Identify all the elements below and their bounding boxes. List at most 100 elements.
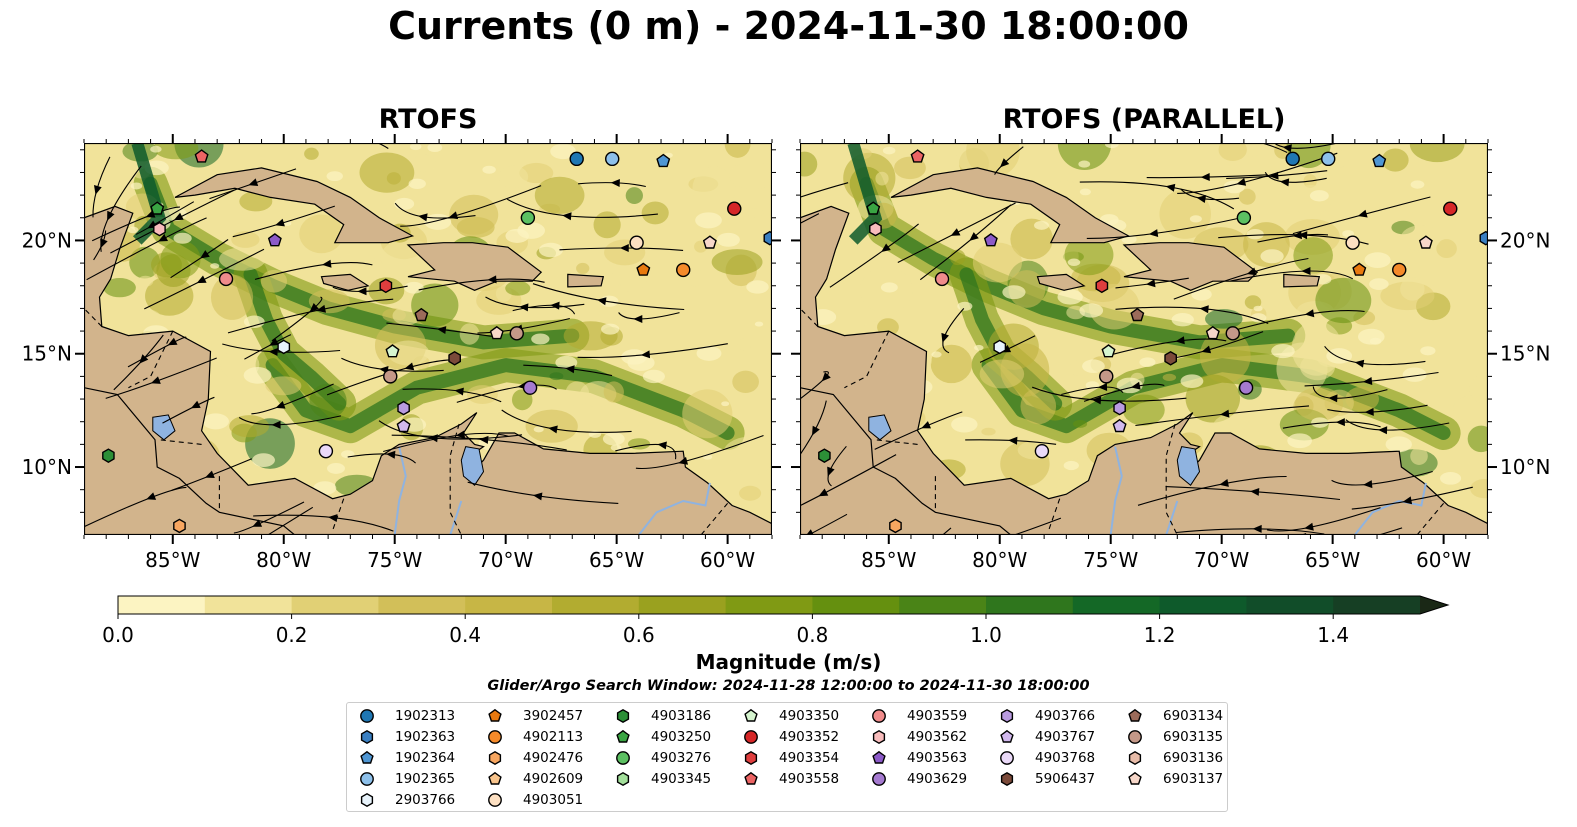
hexagon-marker-icon	[744, 750, 758, 766]
platform-marker-4903558	[910, 149, 925, 163]
circle-marker-icon	[616, 751, 630, 765]
figure-title: Currents (0 m) - 2024-11-30 18:00:00	[388, 4, 1189, 48]
platform-marker-1902363	[763, 230, 772, 246]
platform-marker-1902363	[1479, 230, 1488, 246]
y-tick-label: 15°N	[1500, 342, 1550, 366]
platform-marker-1902365	[605, 151, 620, 167]
platform-marker-4903186	[818, 448, 831, 464]
colorbar-tick-label: 0.6	[623, 623, 655, 647]
platform-marker-5906437	[448, 350, 461, 366]
map-content	[84, 143, 772, 535]
platform-marker-4903767	[1112, 418, 1127, 433]
legend-label: 4903768	[1035, 750, 1096, 766]
circle-marker-icon	[1128, 730, 1142, 744]
panel-title-rtofs: RTOFS	[378, 104, 478, 135]
legend-label: 4903186	[651, 708, 712, 724]
hexagon-marker-icon	[1128, 750, 1142, 766]
platform-marker-4903562	[153, 221, 166, 237]
legend-label: 4903051	[523, 792, 584, 808]
platform-marker-4903767	[396, 418, 411, 433]
platform-marker-4903352	[1443, 201, 1458, 216]
platform-marker-6903137	[1205, 325, 1220, 340]
platform-marker-1902365	[1321, 151, 1336, 167]
x-tick-label: 65°W	[1305, 548, 1360, 572]
platform-marker-4903250	[150, 201, 165, 215]
platform-marker-4902476	[889, 518, 902, 534]
colorbar-tick-label: 0.2	[276, 623, 308, 647]
legend-label: 6903136	[1163, 750, 1224, 766]
legend-label: 4903559	[907, 708, 968, 724]
circle-marker-icon	[488, 730, 502, 744]
circle-marker-icon	[1000, 751, 1014, 765]
platform-marker-4903559	[934, 271, 950, 287]
circle-marker-icon	[488, 793, 502, 807]
x-tick-label: 80°W	[256, 548, 311, 572]
platform-marker-6903135	[383, 369, 398, 384]
platform-marker-4903629	[1238, 380, 1254, 395]
legend-label: 4903766	[1035, 708, 1096, 724]
pentagon-marker-icon	[1128, 708, 1142, 722]
platform-marker-2903766	[277, 339, 291, 355]
platform-marker-4903250	[866, 201, 881, 215]
colorbar-tick-label: 1.2	[1144, 623, 1176, 647]
platform-marker-6903135	[1099, 369, 1114, 384]
legend-label: 6903135	[1163, 729, 1224, 745]
x-tick-label: 80°W	[972, 548, 1027, 572]
legend-label: 4903276	[651, 750, 712, 766]
x-tick-label: 70°W	[478, 548, 533, 572]
legend-label: 6903134	[1163, 708, 1224, 724]
platform-marker-4902113	[1392, 262, 1407, 278]
platform-marker-2903766	[993, 339, 1007, 355]
colorbar-tick-label: 0.0	[102, 623, 134, 647]
circle-marker-icon	[360, 772, 374, 786]
platform-marker-4903766	[397, 400, 410, 416]
platform-marker-4903768	[318, 443, 334, 459]
legend-label: 4902476	[523, 750, 584, 766]
pentagon-marker-icon	[1128, 771, 1142, 785]
map-panel-rtofs	[84, 143, 772, 535]
pentagon-marker-icon	[744, 708, 758, 722]
x-tick-label: 75°W	[367, 548, 422, 572]
x-tick-label: 75°W	[1083, 548, 1138, 572]
platform-marker-4903276	[520, 210, 536, 225]
circle-marker-icon	[744, 730, 758, 744]
hexagon-marker-icon	[616, 771, 630, 787]
hexagon-marker-icon	[360, 792, 374, 808]
panel-title-rtofs-parallel: RTOFS (PARALLEL)	[1002, 104, 1286, 135]
hexagon-marker-icon	[488, 750, 502, 766]
circle-marker-icon	[872, 772, 886, 786]
legend-label: 4902609	[523, 771, 584, 787]
pentagon-marker-icon	[744, 771, 758, 785]
hexagon-marker-icon	[360, 729, 374, 745]
platform-marker-1902364	[656, 153, 671, 168]
map-panel-rtofs-parallel	[800, 143, 1488, 535]
legend-label: 5906437	[1035, 771, 1096, 787]
colorbar: 0.0 0.2 0.4 0.6 0.8 1.0 1.2 1.4	[102, 595, 1450, 647]
platform-marker-6903137	[1418, 235, 1433, 249]
platform-marker-1902313	[569, 151, 584, 167]
hexagon-marker-icon	[1000, 771, 1014, 787]
legend-label: 3902457	[523, 708, 584, 724]
platform-marker-4903186	[102, 448, 115, 464]
platform-marker-3902457	[1352, 262, 1367, 276]
platform-marker-4903559	[218, 271, 234, 287]
map-frame	[800, 143, 1488, 535]
legend-label: 2903766	[395, 792, 456, 808]
legend-label: 6903137	[1163, 771, 1224, 787]
streamlines	[84, 143, 764, 535]
platform-legend: 1902313 1902363 1902364 1902365 2903766 39024…	[346, 702, 1228, 812]
platform-marker-4903354	[1095, 278, 1109, 294]
x-tick-label: 85°W	[145, 548, 200, 572]
platform-marker-6903134	[1130, 307, 1145, 322]
pentagon-marker-icon	[488, 771, 502, 785]
platform-marker-4902476	[173, 518, 186, 534]
legend-label: 4903250	[651, 729, 712, 745]
pentagon-marker-icon	[872, 750, 886, 764]
platform-marker-1902313	[1285, 151, 1300, 167]
colorbar-tick-label: 0.4	[449, 623, 481, 647]
circle-marker-icon	[360, 709, 374, 723]
legend-label: 1902364	[395, 750, 456, 766]
legend-label: 1902365	[395, 771, 456, 787]
y-tick-label: 15°N	[22, 342, 72, 366]
platform-marker-4903051	[1345, 235, 1360, 250]
